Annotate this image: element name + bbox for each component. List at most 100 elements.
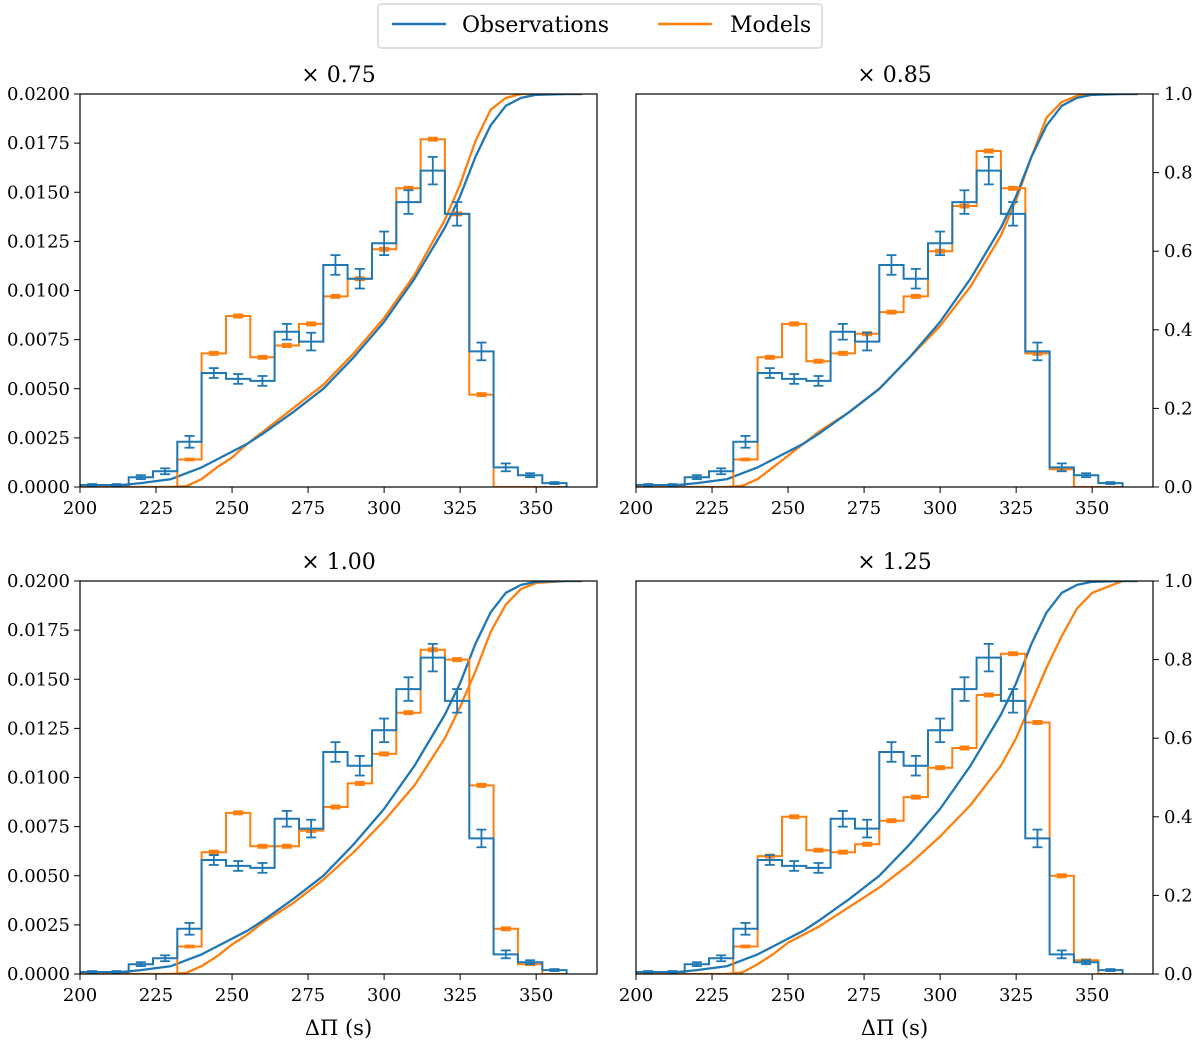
legend-frame <box>377 3 823 49</box>
axes-frame <box>79 93 598 488</box>
y-tick-label-left: 0.0025 <box>7 915 70 936</box>
x-tick-label: 200 <box>619 498 653 519</box>
x-tick-label: 250 <box>771 498 805 519</box>
y-tick-label-right: 0.6 <box>1164 241 1193 262</box>
x-tick-label: 225 <box>695 985 729 1006</box>
models-error-bar <box>476 392 487 398</box>
models-error-bar <box>910 293 921 299</box>
observations-error-bar <box>208 854 219 866</box>
y-tick-label-left: 0.0050 <box>7 379 70 400</box>
observations-error-bar <box>184 922 195 936</box>
observations-error-bar <box>184 435 195 449</box>
models-error-bar <box>330 293 341 299</box>
observations-error-bar <box>111 970 122 974</box>
observations-error-bar <box>1008 688 1019 714</box>
x-tick-label: 225 <box>139 985 173 1006</box>
observations-error-bar <box>886 741 897 763</box>
y-tick-label-left: 0.0075 <box>7 330 70 351</box>
y-tick-label-left: 0.0175 <box>7 620 70 641</box>
observations-error-bar <box>1056 462 1067 473</box>
observations-error-bar <box>87 970 98 974</box>
panel-1: × 0.75 200 225 250 275 300 325 350 0.0000 0.0025 0… <box>7 63 598 519</box>
x-tick-label: 300 <box>923 985 957 1006</box>
y-tick-label-right: 0.8 <box>1164 650 1193 671</box>
legend-models-label: Models <box>730 13 811 38</box>
models-error-bar <box>281 843 292 849</box>
x-tick-label: 350 <box>1075 498 1109 519</box>
observations-error-bar <box>910 754 921 777</box>
x-tick-label: 225 <box>695 498 729 519</box>
observations-error-bar <box>549 481 560 485</box>
models-error-bar <box>813 847 824 853</box>
y-tick-label-right: 1.0 <box>1164 571 1193 592</box>
x-tick-label: 325 <box>999 498 1033 519</box>
y-tick-label-right: 0.6 <box>1164 728 1193 749</box>
models-error-bar <box>837 350 848 356</box>
y-tick-label-left: 0.0025 <box>7 428 70 449</box>
observations-error-bar <box>813 375 824 387</box>
observations-error-bar <box>667 483 678 487</box>
models-error-bar <box>789 814 800 820</box>
observations-error-bar <box>691 961 702 968</box>
observations-histogram-step <box>636 656 1124 974</box>
y-tick-label-right: 0.2 <box>1164 398 1193 419</box>
models-error-bar <box>330 804 341 810</box>
observations-error-bar <box>1008 201 1019 227</box>
plot-area <box>80 94 582 487</box>
observations-error-bar <box>789 373 800 385</box>
models-error-bar <box>379 751 390 757</box>
models-error-bar <box>886 818 897 824</box>
y-tick-label-right: 0.2 <box>1164 885 1193 906</box>
y-tick-label-left: 0.0200 <box>7 84 70 105</box>
observations-error-bar <box>983 155 994 186</box>
observations-histogram-step <box>80 656 568 974</box>
axes-frame <box>79 580 598 975</box>
panel-title: × 1.00 <box>301 550 375 575</box>
panel-title: × 1.25 <box>857 550 931 575</box>
y-tick-label-left: 0.0125 <box>7 231 70 252</box>
observations-error-bar <box>1056 949 1067 960</box>
observations-error-bar <box>1032 828 1043 849</box>
observations-error-bar <box>1105 968 1116 972</box>
observations-error-bar <box>1081 472 1092 479</box>
models-error-bar <box>208 849 219 855</box>
y-tick-label-left: 0.0000 <box>7 477 70 498</box>
models-error-bar <box>813 358 824 364</box>
observations-error-bar <box>257 375 268 387</box>
x-tick-label: 325 <box>443 985 477 1006</box>
models-error-bar <box>740 944 751 949</box>
observations-error-bar <box>525 472 536 479</box>
models-error-bar <box>184 457 195 462</box>
y-tick-label-right: 0.0 <box>1164 477 1193 498</box>
x-tick-label: 275 <box>291 498 325 519</box>
observations-cumulative-line <box>636 94 1138 487</box>
x-axis-label: ΔΠ (s) <box>305 1016 372 1040</box>
observations-error-bar <box>716 467 727 476</box>
observations-error-bar <box>427 155 438 186</box>
x-tick-label: 350 <box>519 498 553 519</box>
observations-cumulative-line <box>80 94 582 487</box>
observations-error-bar <box>87 483 98 487</box>
models-error-bar <box>233 313 244 319</box>
x-tick-label: 250 <box>771 985 805 1006</box>
observations-error-bar <box>959 676 970 702</box>
x-tick-label: 300 <box>367 498 401 519</box>
models-error-bar <box>983 692 994 698</box>
legend: Observations Models <box>377 3 823 49</box>
models-error-bar <box>476 782 487 788</box>
observations-error-bar <box>764 854 775 866</box>
observations-error-bar <box>549 968 560 972</box>
observations-error-bar <box>983 642 994 673</box>
models-error-bar <box>1008 185 1019 191</box>
y-tick-label-left: 0.0050 <box>7 866 70 887</box>
observations-error-bar <box>135 961 146 968</box>
observations-error-bar <box>1081 959 1092 966</box>
models-error-bar <box>403 710 414 716</box>
panel-2: × 0.85 200 225 250 275 300 325 350 0.0 0.2 0.4 0.6 0… <box>619 63 1193 519</box>
x-tick-label: 200 <box>63 985 97 1006</box>
models-error-bar <box>354 780 365 786</box>
y-tick-label-left: 0.0150 <box>7 669 70 690</box>
observations-error-bar <box>886 254 897 276</box>
observations-error-bar <box>111 483 122 487</box>
models-error-bar <box>886 309 897 315</box>
